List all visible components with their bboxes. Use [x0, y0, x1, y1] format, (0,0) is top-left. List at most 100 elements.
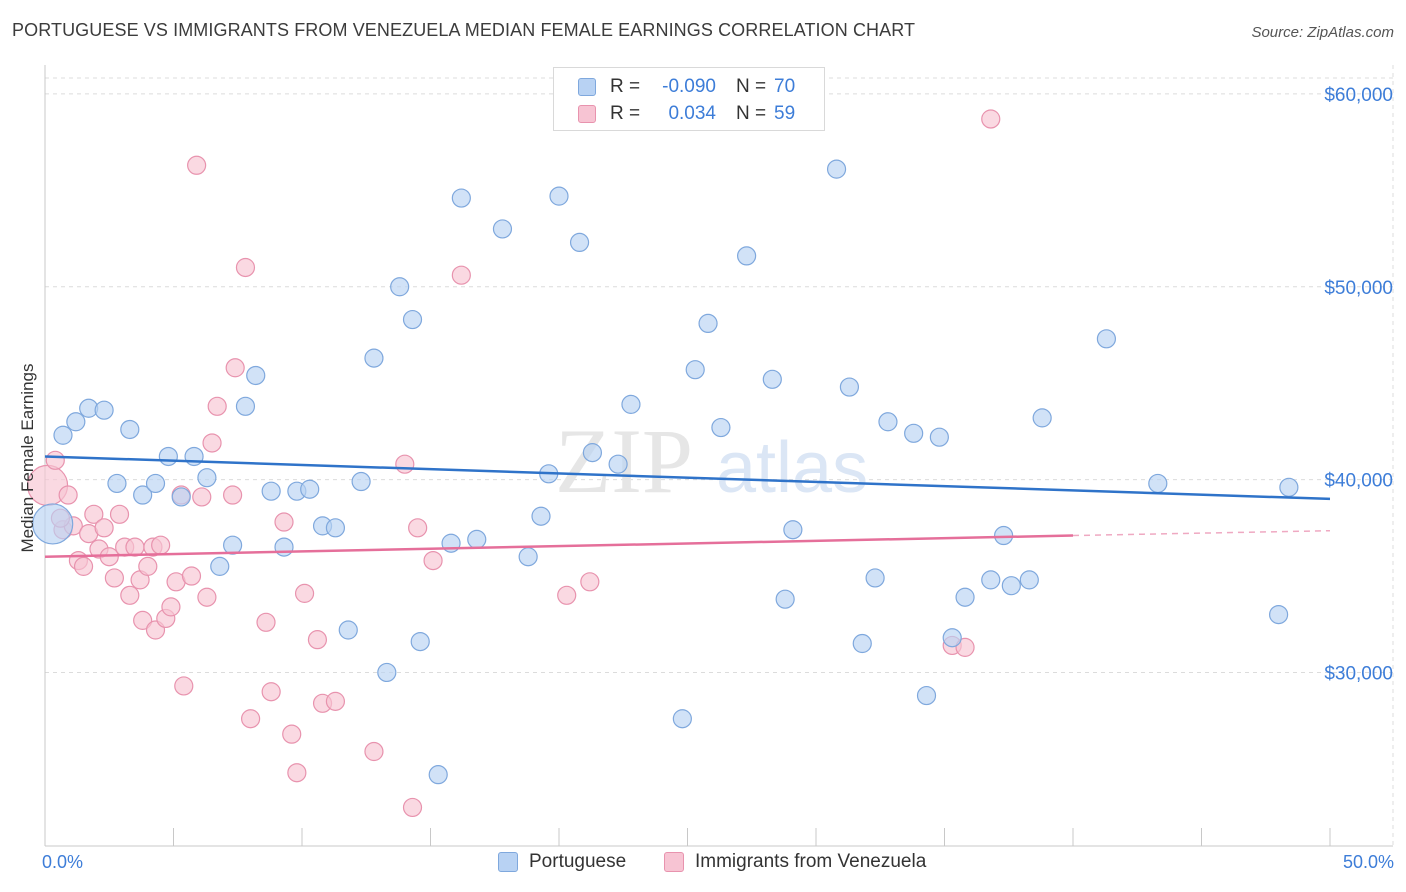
x-axis-max-label: 50.0% [1342, 852, 1394, 872]
venezuela-point [223, 485, 243, 505]
portuguese-point [274, 537, 294, 557]
portuguese-point [223, 535, 243, 555]
venezuela-point [202, 433, 222, 453]
y-tick-label: $40,000 [1324, 471, 1393, 492]
portuguese-point [783, 520, 803, 540]
venezuela-point [84, 504, 104, 524]
legend-n-value: 59 [774, 103, 796, 124]
portuguese-point [1019, 570, 1039, 590]
venezuela-point [307, 630, 328, 650]
legend-swatch-pink [578, 105, 596, 123]
venezuela-point [192, 487, 212, 507]
venezuela-point [225, 358, 245, 378]
portuguese-point [235, 396, 256, 416]
portuguese-point [916, 685, 937, 706]
venezuela-point [181, 566, 202, 586]
portuguese-point [608, 454, 628, 474]
axes [44, 65, 1393, 847]
series-portuguese-points [32, 159, 1299, 785]
venezuela-point [207, 396, 227, 416]
legend-r-label: R = [610, 103, 641, 124]
venezuela-point [261, 682, 281, 702]
venezuela-trend-line [44, 534, 1074, 558]
legend-r-value: 0.034 [668, 103, 716, 124]
venezuela-point [187, 155, 207, 175]
portuguese-point [711, 417, 731, 438]
venezuela-point [325, 691, 346, 711]
portuguese-point [1148, 473, 1168, 494]
legend-swatch-blue [578, 78, 596, 96]
portuguese-point [32, 503, 74, 545]
y-axis-title: Median Female Earnings [18, 363, 37, 553]
portuguese-point [133, 485, 153, 505]
portuguese-point [569, 232, 590, 253]
venezuela-point [981, 109, 1001, 129]
portuguese-point [621, 394, 641, 414]
portuguese-point [1096, 329, 1117, 349]
venezuela-point [451, 265, 471, 285]
venezuela-point [294, 583, 315, 603]
legend-item-venezuela[interactable]: Immigrants from Venezuela [664, 851, 926, 873]
portuguese-point [428, 765, 448, 785]
portuguese-point [107, 473, 127, 494]
portuguese-point [145, 473, 166, 494]
portuguese-point [451, 188, 471, 208]
legend-n-label: N = [736, 76, 767, 97]
portuguese-point [775, 589, 795, 609]
venezuela-point [256, 612, 276, 632]
y-tick-label: $60,000 [1324, 85, 1393, 106]
venezuela-point [274, 512, 294, 532]
venezuela-point [125, 537, 145, 557]
x-axis-min-label: 0.0% [42, 852, 84, 872]
portuguese-point [531, 506, 551, 526]
venezuela-point [282, 724, 302, 744]
portuguese-point [120, 419, 140, 440]
portuguese-point [210, 556, 230, 576]
portuguese-point [410, 631, 430, 652]
portuguese-point [158, 446, 178, 467]
y-tick-labels: $30,000 $40,000 $50,000 $60,000 [1324, 85, 1393, 685]
legend-item-label: Immigrants from Venezuela [695, 851, 927, 872]
correlation-legend: R = -0.090 N = 70 R = 0.034 N = 59 [553, 67, 825, 131]
portuguese-point [94, 400, 114, 420]
venezuela-point [580, 572, 600, 592]
portuguese-point [582, 443, 603, 463]
portuguese-trend-line [44, 455, 1331, 501]
portuguese-point [1001, 576, 1021, 596]
portuguese-point [839, 377, 860, 397]
portuguese-point [852, 633, 872, 654]
portuguese-point [246, 365, 266, 386]
venezuela-point [133, 610, 153, 630]
venezuela-point [94, 518, 114, 538]
portuguese-point [826, 159, 847, 179]
portuguese-point [698, 313, 718, 334]
portuguese-point [1032, 408, 1052, 428]
portuguese-point [865, 568, 885, 588]
portuguese-point [402, 309, 423, 330]
portuguese-point [929, 427, 949, 447]
venezuela-point [197, 587, 217, 607]
venezuela-trend-extension [1072, 529, 1331, 537]
legend-item-label: Portuguese [529, 851, 627, 872]
trend-lines [44, 455, 1331, 558]
legend-n-value: 70 [774, 76, 796, 97]
portuguese-point [171, 487, 191, 507]
portuguese-point [467, 529, 487, 549]
legend-item-portuguese[interactable]: Portuguese [498, 851, 626, 873]
portuguese-point [351, 471, 371, 492]
watermark-atlas: atlas [716, 428, 868, 508]
venezuela-point [151, 535, 171, 555]
portuguese-point [338, 620, 358, 640]
venezuela-point [138, 556, 158, 576]
source-label: Source: ZipAtlas.com [1251, 24, 1394, 41]
venezuela-point [161, 597, 181, 617]
portuguese-point [364, 348, 384, 368]
portuguese-point [1279, 477, 1299, 497]
portuguese-point [955, 587, 975, 607]
venezuela-point [235, 257, 256, 278]
series-legend: Portuguese Immigrants from Venezuela [0, 851, 1406, 877]
portuguese-point [197, 468, 217, 488]
legend-swatch-blue [498, 852, 518, 872]
grid-lines [45, 65, 1394, 846]
